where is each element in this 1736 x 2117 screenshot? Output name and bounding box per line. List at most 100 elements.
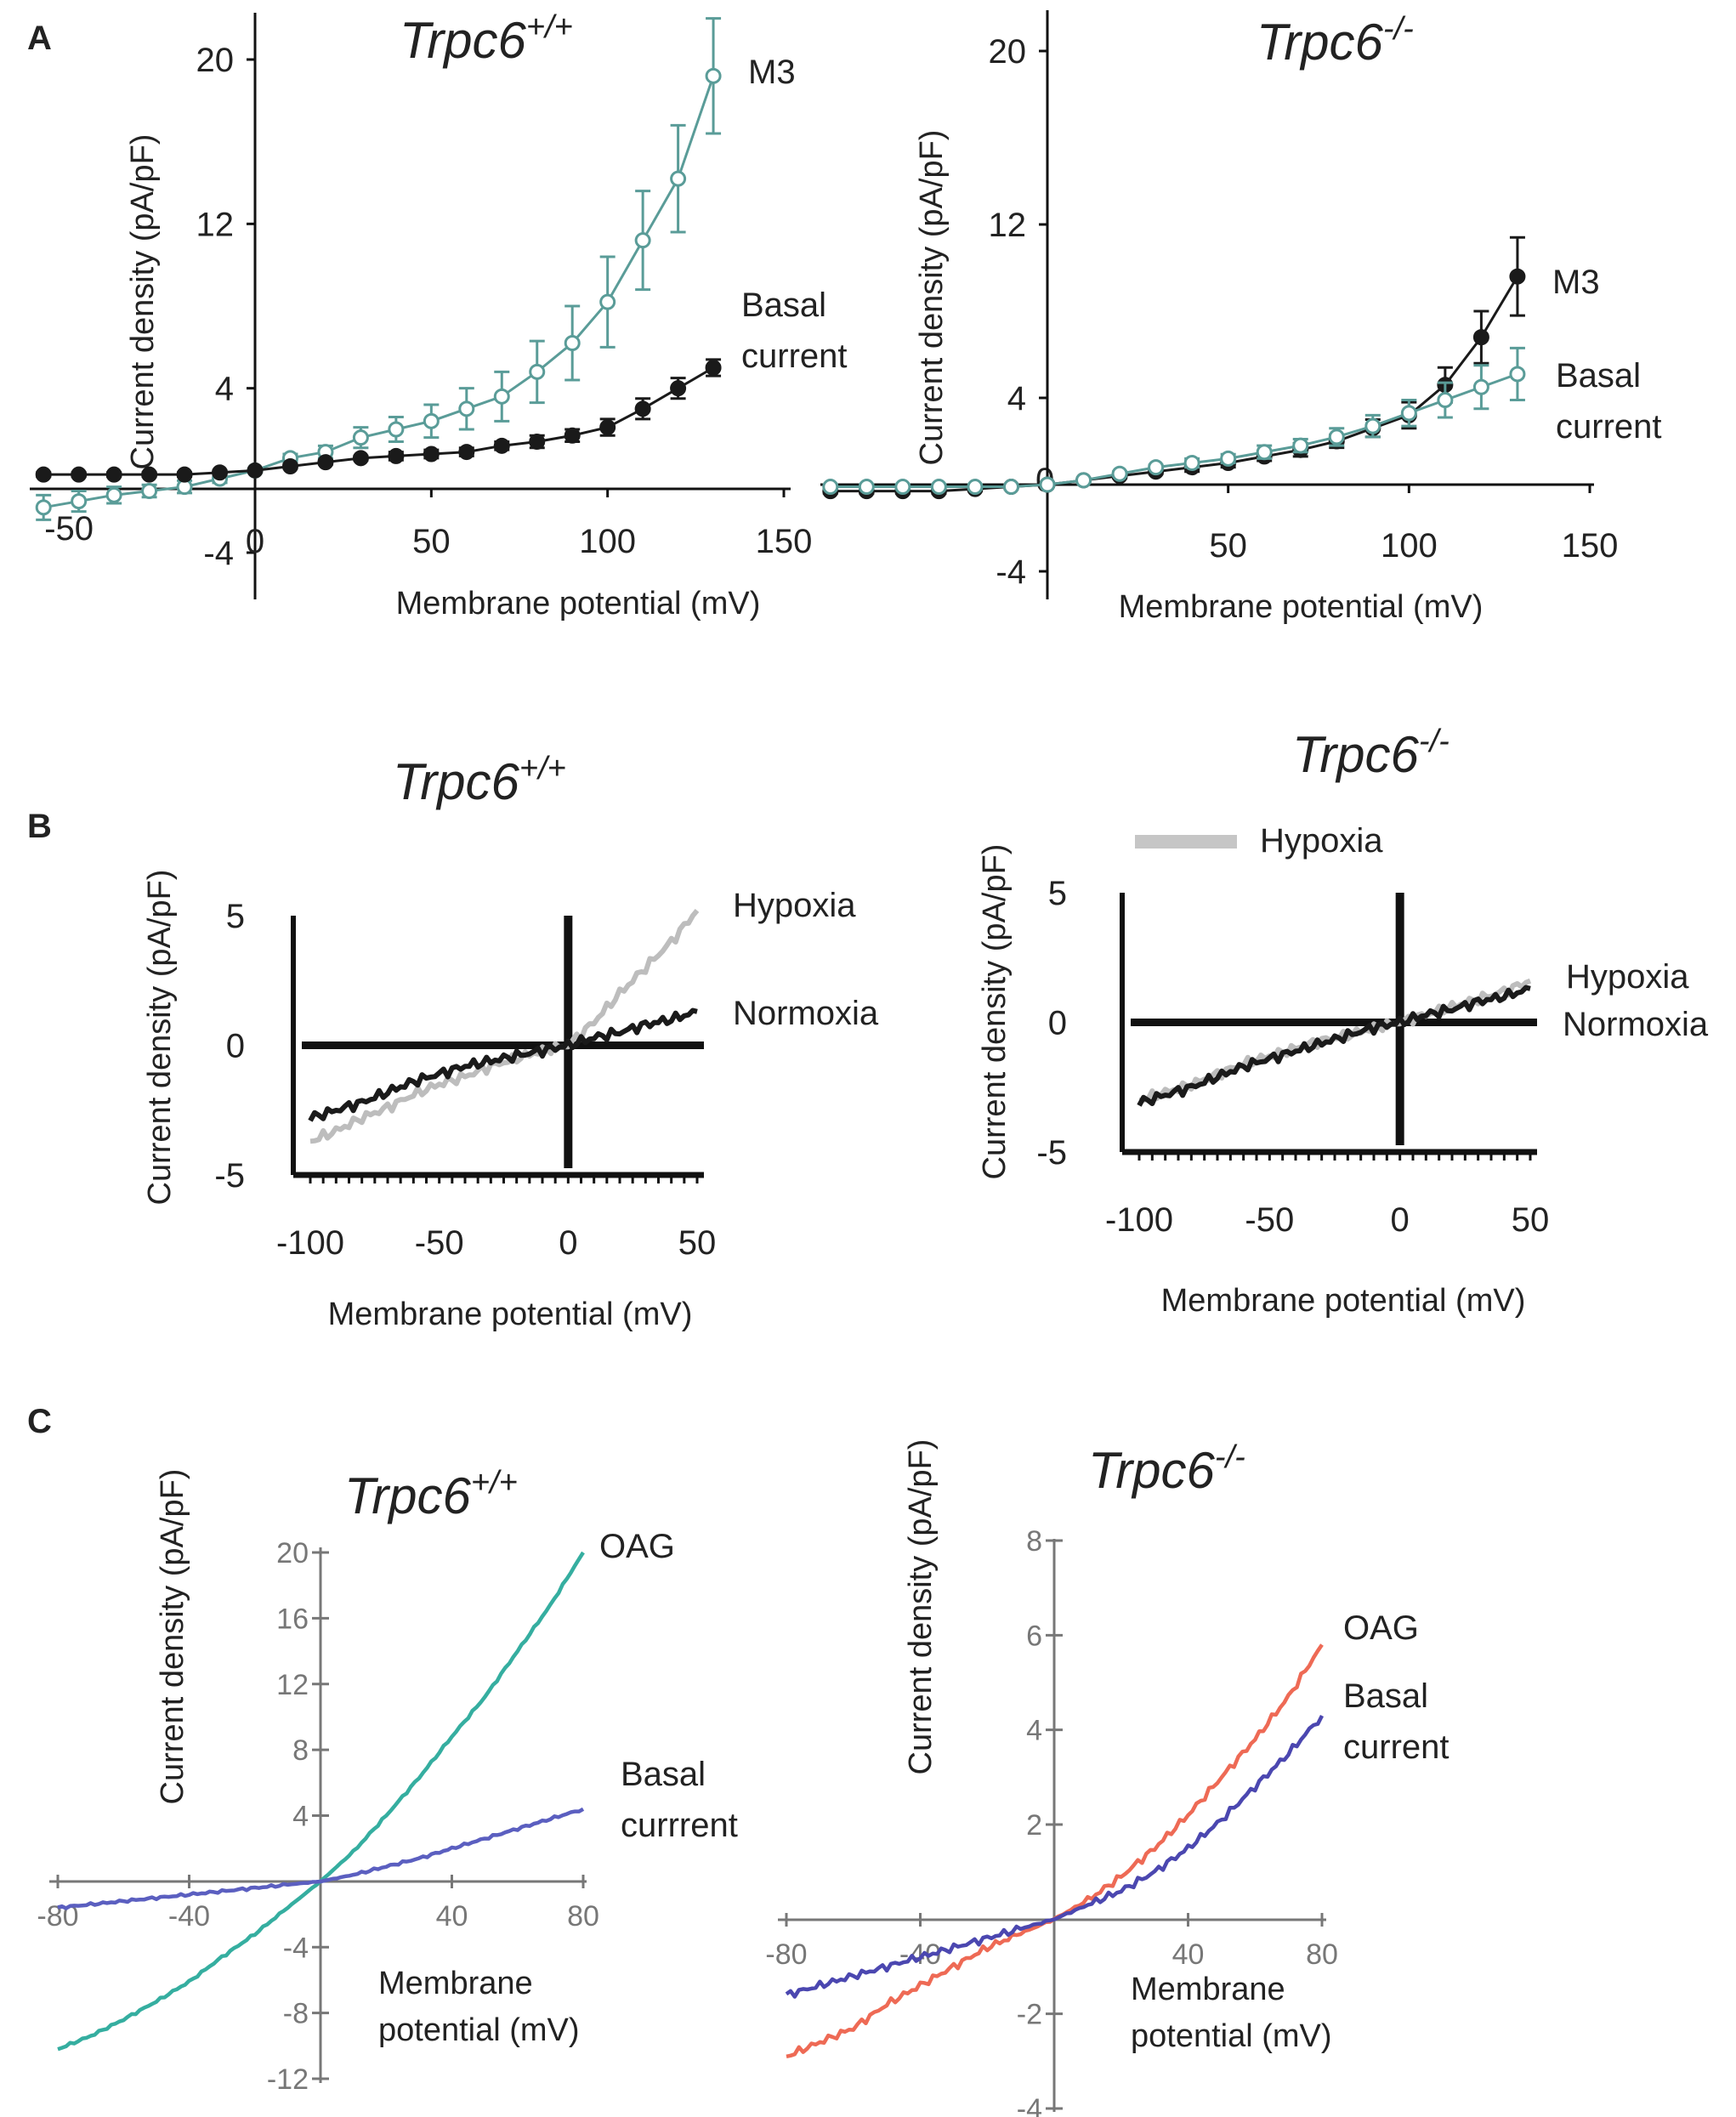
data-point [1328, 429, 1345, 446]
chart-title: Trpc6-/- [1088, 1439, 1245, 1499]
y-tick-label: -4 [996, 553, 1026, 591]
panel-label-c: C [27, 1403, 52, 1440]
chart-c-left: Trpc6+/+ Current density (pA/pF) Membran… [37, 1465, 737, 2096]
data-point [1183, 455, 1200, 471]
x-tick-label: 0 [559, 1224, 577, 1262]
series-label-basal-2: current [741, 338, 848, 375]
x-tick-label: 100 [579, 523, 636, 560]
series-label-m3: M3 [1552, 264, 1600, 301]
data-point [858, 479, 875, 496]
data-point [670, 380, 687, 397]
y-tick-label: 6 [1026, 1620, 1042, 1652]
series-line [1139, 978, 1532, 1103]
y-tick-label: 20 [276, 1537, 309, 1569]
series-label-basal-1: Basal [741, 287, 826, 324]
data-point [423, 412, 440, 429]
y-tick-label: 20 [989, 33, 1027, 71]
data-point [141, 466, 158, 483]
data-point [1039, 476, 1056, 493]
x-axis-label: Membrane potential (mV) [328, 1297, 693, 1332]
x-tick-label: 50 [678, 1224, 717, 1262]
data-point [1400, 405, 1417, 422]
data-point [634, 400, 651, 417]
y-tick-label: -4 [203, 535, 234, 572]
y-tick-label: -4 [1017, 2093, 1042, 2117]
y-tick-label: 8 [292, 1734, 309, 1767]
chart-title: Trpc6+/+ [344, 1465, 518, 1524]
data-point [141, 483, 158, 499]
data-point [105, 466, 122, 483]
data-point [105, 486, 122, 503]
chart-title: Trpc6-/- [1257, 11, 1414, 71]
x-axis-label-line1: Membrane [1131, 1972, 1285, 2007]
data-point [564, 335, 581, 351]
y-axis-label: Current density (pA/pF) [903, 1439, 939, 1775]
y-tick-label: -4 [283, 1932, 309, 1964]
data-point [212, 464, 229, 481]
y-tick-label: 5 [1048, 875, 1067, 912]
y-tick-label: 12 [196, 206, 235, 243]
x-tick-label: -100 [276, 1224, 344, 1262]
chart-b-left: Trpc6+/+ Current density (pA/pF) Membran… [142, 751, 879, 1332]
y-tick-label: 4 [1026, 1715, 1042, 1747]
x-tick-label: 150 [1562, 527, 1619, 565]
data-point [423, 446, 440, 463]
data-point [352, 450, 369, 467]
y-tick-label: 5 [226, 898, 245, 935]
chart-a-left: Trpc6+/+ Current density (pA/pF) Membran… [30, 9, 848, 621]
data-point [634, 232, 651, 249]
y-tick-label: 12 [989, 207, 1027, 244]
y-tick-label: 0 [226, 1028, 245, 1065]
series-line [785, 1714, 1325, 1999]
series-label-basal-1: Basal [621, 1756, 706, 1793]
data-point [493, 437, 510, 454]
data-point [705, 360, 722, 376]
data-point [493, 388, 510, 405]
x-tick-label: -50 [415, 1224, 464, 1262]
x-tick-label: 50 [1512, 1201, 1550, 1239]
data-point [1437, 392, 1454, 409]
x-tick-label: 80 [567, 1900, 599, 1933]
series-line [1137, 985, 1531, 1107]
data-point [1509, 366, 1526, 383]
series-label-basal-2: current [1343, 1728, 1450, 1766]
series-label-basal-1: Basal [1556, 357, 1641, 394]
series-label-m3: M3 [748, 54, 796, 91]
y-axis-label: Current density (pA/pF) [155, 1469, 190, 1805]
x-axis-label: Membrane potential (mV) [1161, 1283, 1526, 1319]
data-point [71, 493, 88, 510]
y-tick-label: -2 [1017, 1999, 1042, 2031]
data-point [564, 427, 581, 444]
data-point [894, 479, 911, 496]
series-label-oag: OAG [599, 1528, 675, 1565]
y-tick-label: -12 [267, 2063, 309, 2096]
data-point [1002, 479, 1019, 496]
x-tick-label: 50 [412, 523, 451, 560]
x-axis-label: Membrane potential (mV) [1119, 589, 1484, 625]
data-point [1111, 465, 1128, 482]
data-point [529, 434, 546, 450]
series-line [57, 1807, 585, 1910]
chart-b-right: Trpc6-/- Current density (pA/pF) Membran… [977, 724, 1709, 1319]
series-label-normoxia: Normoxia [733, 995, 879, 1032]
panel-label-b: B [27, 808, 52, 845]
y-tick-label: 20 [196, 42, 235, 79]
series-label-hypoxia: Hypoxia [733, 887, 856, 924]
x-axis-label-line2: potential (mV) [378, 2012, 580, 2048]
y-axis-label: Current density (pA/pF) [142, 870, 178, 1206]
data-point [71, 466, 88, 483]
series-line [308, 1007, 698, 1122]
y-tick-label: 4 [292, 1801, 309, 1833]
data-point [388, 421, 405, 438]
data-point [1220, 450, 1237, 467]
y-axis-label: Current density (pA/pF) [125, 134, 161, 470]
data-point [247, 462, 264, 479]
chart-title: Trpc6+/+ [393, 751, 566, 810]
data-point [1509, 268, 1526, 285]
x-tick-label: 80 [1306, 1938, 1338, 1971]
x-tick-label: 100 [1381, 527, 1438, 565]
y-tick-label: 4 [215, 371, 234, 408]
y-tick-label: 4 [1007, 380, 1026, 417]
data-point [529, 363, 546, 380]
